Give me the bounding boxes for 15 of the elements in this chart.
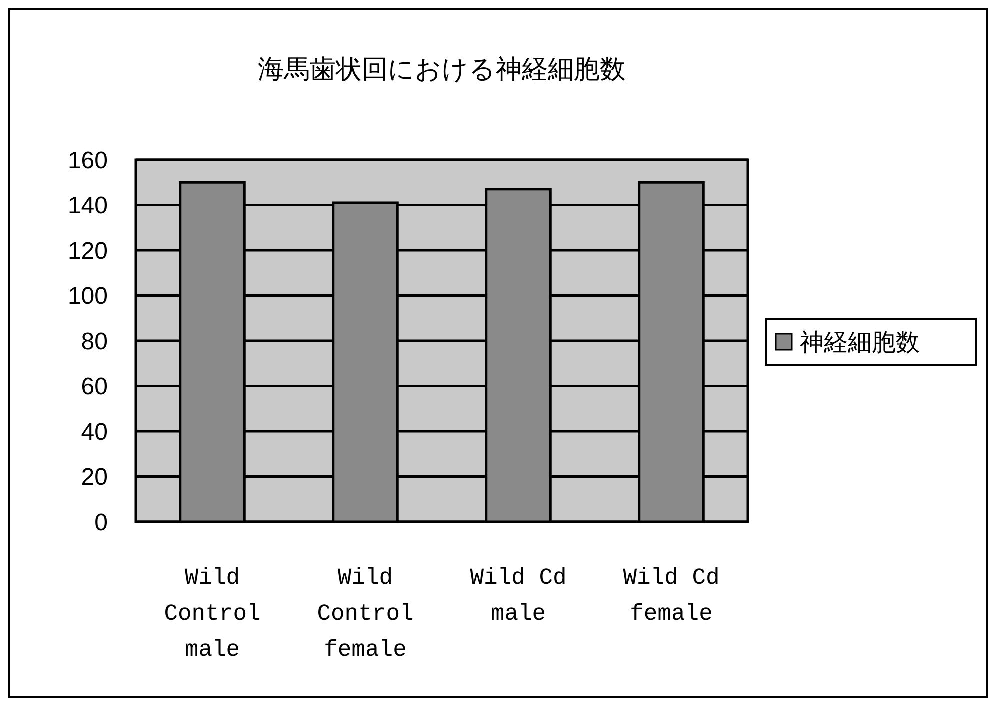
x-tick-label: Wild Control female [317, 565, 414, 663]
y-tick-label: 60 [81, 374, 108, 401]
y-tick-label: 0 [94, 509, 108, 536]
y-tick-label: 160 [68, 147, 108, 174]
y-tick-label: 140 [68, 192, 108, 220]
x-tick-label: Wild Cd female [623, 565, 720, 627]
y-tick-label: 20 [81, 464, 108, 492]
x-tick-label: Wild Cd male [470, 565, 567, 627]
y-tick-label: 80 [81, 328, 108, 356]
y-tick-label: 100 [68, 283, 108, 310]
x-tick-label: Wild Control male [164, 565, 261, 663]
y-tick-label: 40 [81, 418, 108, 446]
legend-label: 神経細胞数 [800, 329, 920, 356]
chart-title: 海馬歯状回における神経細胞数 [258, 54, 626, 84]
y-tick-label: 120 [68, 238, 108, 265]
